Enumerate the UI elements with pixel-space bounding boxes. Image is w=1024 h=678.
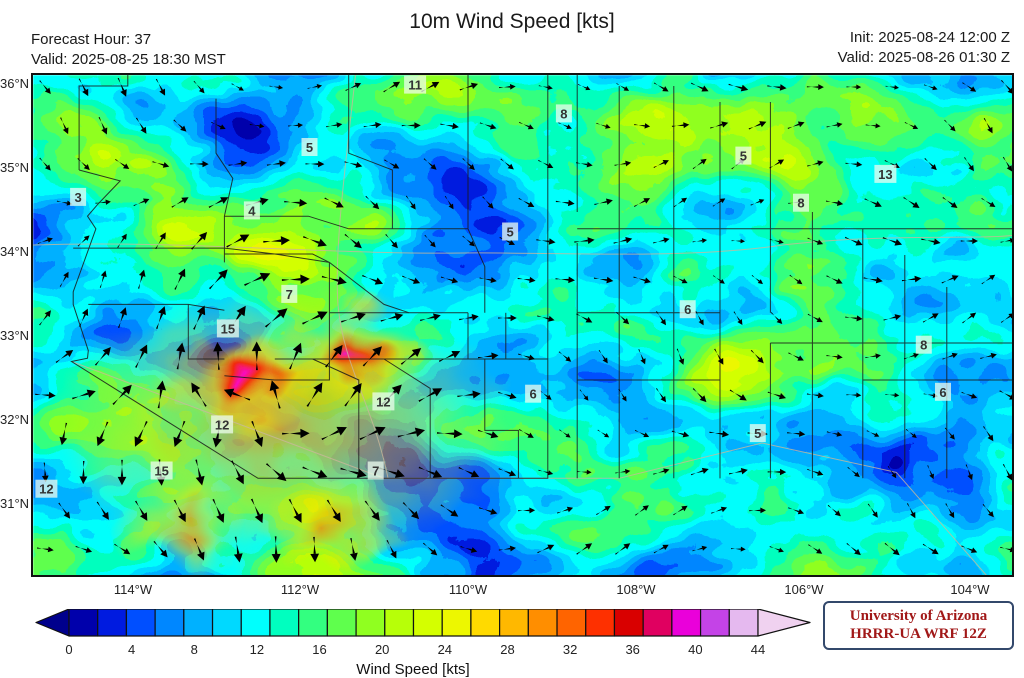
svg-text:3: 3 [74,190,81,205]
svg-text:8: 8 [920,338,927,353]
svg-text:8: 8 [560,106,567,121]
svg-text:12: 12 [376,394,390,409]
svg-text:24: 24 [438,642,452,657]
svg-text:7: 7 [286,287,293,302]
svg-text:0: 0 [65,642,72,657]
svg-text:4: 4 [248,203,256,218]
svg-text:6: 6 [529,387,536,402]
svg-text:13: 13 [878,167,892,182]
svg-text:15: 15 [154,464,168,479]
svg-text:36: 36 [625,642,639,657]
svg-text:12: 12 [215,417,229,432]
svg-text:8: 8 [191,642,198,657]
svg-text:5: 5 [754,426,761,441]
svg-text:7: 7 [372,464,379,479]
svg-text:15: 15 [221,321,235,336]
svg-text:8: 8 [797,196,804,211]
svg-text:28: 28 [500,642,514,657]
svg-text:12: 12 [39,482,53,497]
svg-text:44: 44 [751,642,765,657]
svg-text:16: 16 [312,642,326,657]
svg-text:20: 20 [375,642,389,657]
svg-text:40: 40 [688,642,702,657]
svg-text:5: 5 [740,149,747,164]
svg-text:6: 6 [939,385,946,400]
svg-text:4: 4 [128,642,135,657]
svg-text:6: 6 [684,302,691,317]
svg-text:11: 11 [408,78,422,93]
svg-text:12: 12 [250,642,264,657]
svg-text:32: 32 [563,642,577,657]
svg-text:Wind Speed [kts]: Wind Speed [kts] [356,661,469,678]
svg-text:5: 5 [306,140,313,155]
svg-text:5: 5 [506,225,513,240]
